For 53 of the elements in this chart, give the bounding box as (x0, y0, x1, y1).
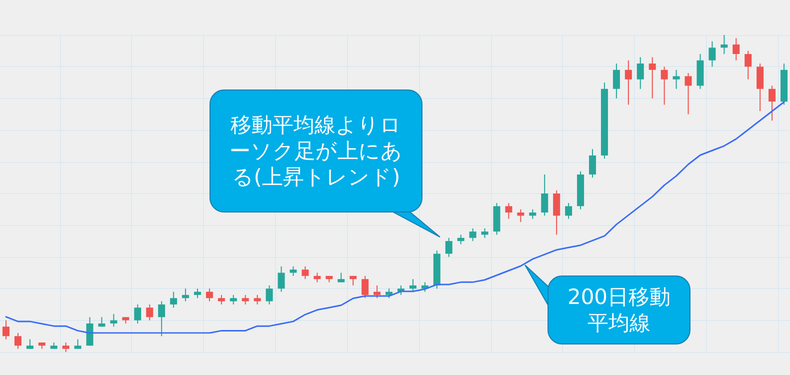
candlestick (170, 291, 178, 308)
candlestick (612, 63, 620, 99)
candlestick (146, 304, 154, 321)
candlestick (134, 304, 142, 324)
candlestick (505, 202, 512, 220)
candlestick (660, 66, 668, 106)
candlestick (672, 69, 680, 90)
candlestick (110, 313, 118, 328)
candlestick (553, 190, 560, 236)
candlestick (62, 342, 70, 352)
candlestick (684, 72, 692, 115)
candlestick (158, 300, 166, 337)
candlestick (457, 234, 464, 245)
candlestick (266, 284, 273, 305)
candlestick (338, 272, 345, 283)
candlestick (2, 320, 10, 340)
candlestick (744, 50, 752, 80)
candlestick (182, 288, 190, 302)
candlestick (529, 208, 536, 220)
candlestick (636, 56, 644, 90)
candlestick (517, 208, 524, 223)
candlestick (74, 338, 82, 350)
candlestick (14, 332, 22, 350)
candlestick (206, 288, 213, 302)
candlestick (624, 60, 632, 106)
candlestick (768, 85, 776, 122)
candlestick (409, 278, 416, 292)
candlestick (565, 202, 572, 220)
candlestick (648, 56, 656, 99)
candlestick (242, 294, 249, 305)
candlestick (302, 266, 309, 280)
annotation: 移動平均線よりローソク足が上にある(上昇トレンド) (228, 112, 404, 190)
annotation: 200日移動平均線 (566, 284, 672, 336)
candlestick (86, 316, 94, 346)
candlestick (254, 294, 261, 305)
candlestick (278, 266, 285, 292)
candlestick (314, 272, 321, 283)
candlestick (230, 294, 237, 305)
candlestick (720, 34, 728, 55)
candlestick (290, 266, 297, 276)
candlestick (218, 294, 225, 305)
candlestick (541, 174, 548, 216)
candlestick (481, 228, 488, 238)
candlestick (756, 63, 764, 112)
candlestick (194, 288, 201, 299)
candlestick (732, 38, 740, 61)
candlestick (469, 228, 476, 242)
candlestick (374, 284, 381, 299)
candlestick (362, 275, 369, 299)
candlestick (708, 40, 716, 68)
candlestick (26, 338, 34, 350)
candlestick (589, 148, 596, 178)
candlestick (445, 237, 452, 258)
